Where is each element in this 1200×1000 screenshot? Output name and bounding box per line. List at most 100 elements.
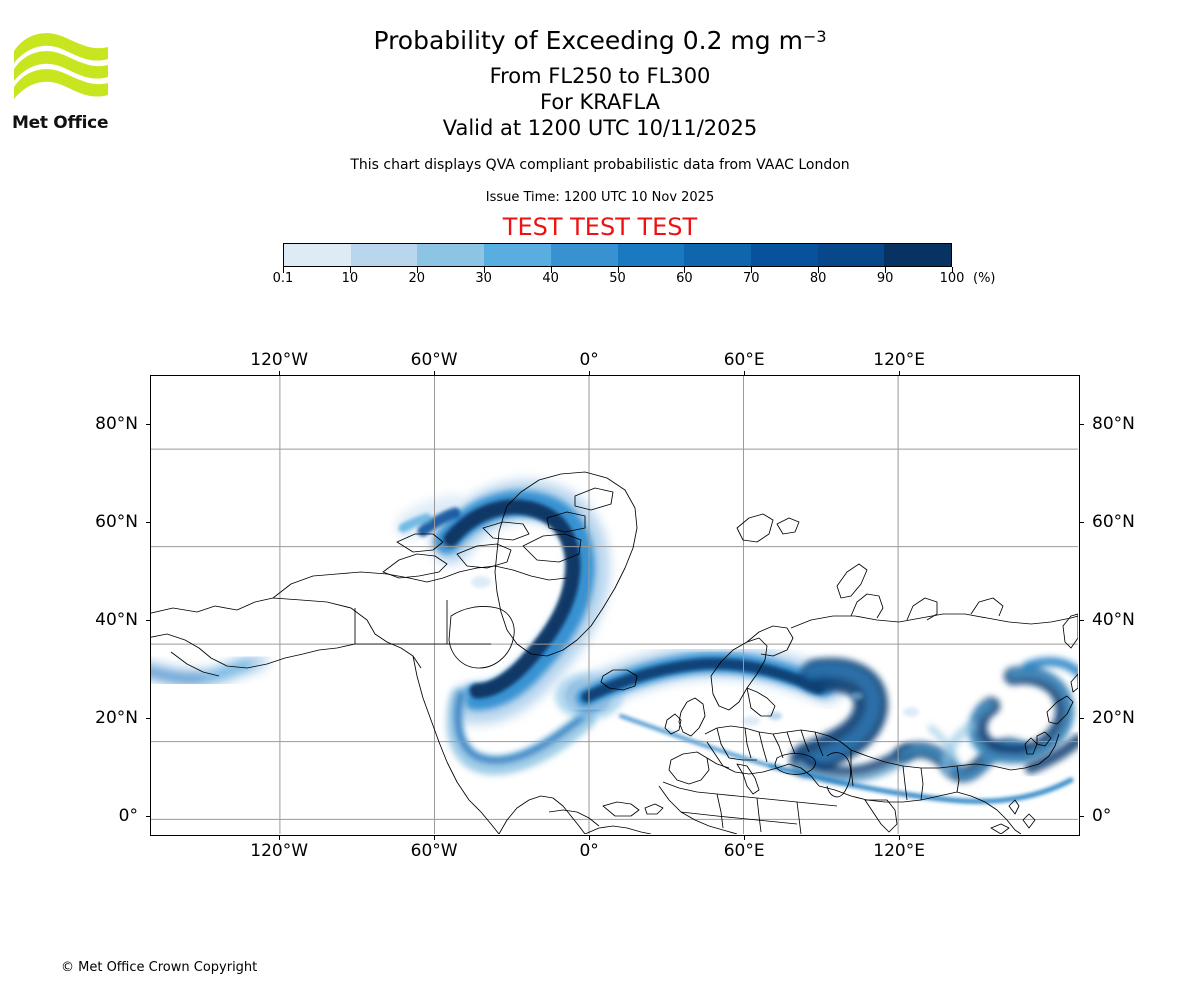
colorbar-tick-label-5: 50 <box>609 271 626 286</box>
lat-label-left-0: 80°N <box>95 414 138 435</box>
colorbar-tick-10 <box>952 267 953 273</box>
colorbar-tick-6 <box>684 267 686 273</box>
plume-greenland-south-filament <box>446 687 596 775</box>
colorbar-tick-label-8: 80 <box>809 271 827 286</box>
lon-tick-bottom-4 <box>899 836 901 840</box>
lon-label-top-4: 120°E <box>873 350 926 370</box>
plume-far-east-exit <box>1025 734 1078 774</box>
colorbar-tick-label-10: 100 <box>939 271 965 286</box>
colorbar-tick-label-7: 70 <box>743 271 760 286</box>
lon-label-bottom-3: 60°E <box>723 841 765 861</box>
issue-time: Issue Time: 1200 UTC 10 Nov 2025 <box>485 190 715 205</box>
colorbar-tick-0 <box>283 267 284 273</box>
lat-tick-left-0 <box>146 424 150 426</box>
test-banner: TEST TEST TEST <box>502 213 698 241</box>
ash-plume-probability-field <box>151 480 1078 804</box>
colorbar-segment-8 <box>817 244 885 266</box>
colorbar-tick-9 <box>885 267 887 273</box>
colorbar-segment-0 <box>284 244 351 266</box>
colorbar-tick-label-4: 40 <box>542 271 559 286</box>
lon-tick-bottom-1 <box>434 836 436 840</box>
lat-tick-left-4 <box>146 816 150 818</box>
lat-tick-right-4 <box>1080 816 1084 818</box>
page-title-exponent: −3 <box>802 27 827 46</box>
logo-wordmark: Met Office <box>12 113 109 133</box>
colorbar-segment-1 <box>350 244 418 266</box>
lat-tick-right-3 <box>1080 718 1084 720</box>
page-title: Probability of Exceeding 0.2 mg m−3 <box>0 26 1200 56</box>
lat-tick-left-2 <box>146 620 150 622</box>
lon-tick-bottom-2 <box>589 836 591 840</box>
copyright-notice: © Met Office Crown Copyright <box>61 960 258 975</box>
coastlines <box>151 471 1078 834</box>
met-office-wave-mark <box>14 33 108 99</box>
lat-label-right-3: 20°N <box>1092 708 1135 729</box>
lat-label-left-1: 60°N <box>95 512 138 533</box>
probability-colorbar: 0.1 10 20 30 40 50 60 70 80 90 100 <box>273 243 964 286</box>
lon-label-bottom-1: 60°W <box>410 841 458 861</box>
colorbar-tick-label-0: 0.1 <box>272 271 294 286</box>
lon-label-top-2: 0° <box>579 350 599 370</box>
lon-label-bottom-0: 120°W <box>250 841 309 861</box>
flight-level-subtitle: From FL250 to FL300 <box>489 64 711 88</box>
logo-waves <box>14 33 108 99</box>
colorbar-tick-1 <box>349 267 351 273</box>
colorbar-segment-7 <box>750 244 818 266</box>
volcano-subtitle: For KRAFLA <box>540 90 660 114</box>
plume-north-pacific <box>151 652 269 688</box>
plume-greenland-loop-core <box>398 499 581 699</box>
lat-label-right-1: 60°N <box>1092 512 1135 533</box>
lon-tick-top-4 <box>899 371 901 375</box>
colorbar-tick-2 <box>416 267 418 273</box>
map-canvas <box>151 376 1078 834</box>
lat-label-right-2: 40°N <box>1092 610 1135 631</box>
colorbar-tick-labels: 0.1 10 20 30 40 50 60 70 80 90 100 <box>273 271 965 289</box>
lat-tick-right-2 <box>1080 620 1084 622</box>
lat-label-right-0: 80°N <box>1092 414 1135 435</box>
valid-time-subtitle: Valid at 1200 UTC 10/11/2025 <box>442 116 758 140</box>
lon-label-bottom-2: 0° <box>579 841 599 861</box>
page-title-text: Probability of Exceeding 0.2 mg m <box>373 26 803 55</box>
colorbar-tick-label-1: 10 <box>341 271 359 286</box>
plume-atlantic-jet-core <box>581 658 825 703</box>
lat-label-left-3: 20°N <box>95 708 138 729</box>
lon-label-top-0: 120°W <box>250 350 309 370</box>
colorbar-segment-5 <box>617 244 685 266</box>
colorbar-tick-7 <box>751 267 753 273</box>
colorbar-tick-label-9: 90 <box>876 271 894 286</box>
plume-faint-speckles <box>471 576 919 726</box>
colorbar-tick-label-2: 20 <box>408 271 426 286</box>
colorbar-tick-3 <box>483 267 485 273</box>
colorbar-segment-2 <box>417 244 485 266</box>
lat-tick-right-0 <box>1080 424 1084 426</box>
lon-tick-top-3 <box>744 371 746 375</box>
colorbar-segment-3 <box>484 244 551 266</box>
colorbar-segment-9 <box>884 244 952 266</box>
colorbar-tick-4 <box>550 267 552 273</box>
lat-tick-left-1 <box>146 522 150 524</box>
lon-tick-top-2 <box>589 371 591 375</box>
lon-tick-top-1 <box>434 371 436 375</box>
lat-tick-right-1 <box>1080 522 1084 524</box>
lon-tick-bottom-0 <box>279 836 281 840</box>
lon-tick-top-0 <box>279 371 281 375</box>
lon-label-top-1: 60°W <box>410 350 458 370</box>
colorbar-gradient <box>283 243 952 267</box>
plume-east-asia-swirl <box>941 657 1078 777</box>
lon-label-top-3: 60°E <box>723 350 765 370</box>
colorbar-tick-label-6: 60 <box>676 271 693 286</box>
qva-note: This chart displays QVA compliant probab… <box>350 157 850 173</box>
world-map-plot[interactable] <box>150 375 1080 836</box>
lat-label-right-4: 0° <box>1092 806 1112 827</box>
colorbar-tick-5 <box>617 267 619 273</box>
lon-tick-bottom-3 <box>744 836 746 840</box>
met-office-logo: Met Office <box>12 25 110 133</box>
colorbar-segment-6 <box>684 244 751 266</box>
lon-label-bottom-4: 120°E <box>873 841 926 861</box>
colorbar-ticks <box>283 267 953 273</box>
lat-label-left-2: 40°N <box>95 610 138 631</box>
colorbar-tick-8 <box>818 267 820 273</box>
colorbar-tick-label-3: 30 <box>475 271 492 286</box>
colorbar-segment-4 <box>550 244 618 266</box>
lat-tick-left-3 <box>146 718 150 720</box>
